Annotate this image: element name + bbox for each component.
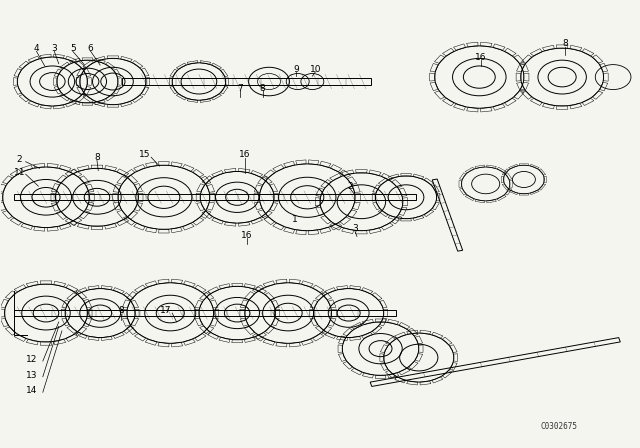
- Text: 14: 14: [26, 387, 38, 396]
- Text: 9: 9: [294, 65, 300, 74]
- Text: 4: 4: [34, 43, 39, 52]
- Text: C0302675: C0302675: [540, 422, 577, 431]
- Text: 5: 5: [70, 43, 76, 52]
- Text: 12: 12: [26, 355, 38, 364]
- Text: 16: 16: [475, 52, 486, 61]
- Text: 13: 13: [26, 371, 38, 380]
- Text: 15: 15: [139, 151, 150, 159]
- Text: 16: 16: [239, 151, 250, 159]
- Text: 3: 3: [352, 224, 358, 233]
- Text: 2: 2: [348, 181, 353, 191]
- Text: 8: 8: [260, 84, 266, 93]
- Text: 3: 3: [51, 43, 57, 52]
- Text: 10: 10: [310, 65, 321, 74]
- Text: 6: 6: [88, 43, 93, 52]
- Text: 2: 2: [17, 155, 22, 164]
- Text: 17: 17: [160, 306, 172, 315]
- Text: 11: 11: [13, 168, 25, 177]
- Text: 8: 8: [118, 306, 124, 315]
- Text: 1: 1: [292, 215, 298, 224]
- Text: 8: 8: [563, 39, 568, 48]
- Text: 8: 8: [94, 153, 100, 162]
- Text: 16: 16: [241, 231, 252, 240]
- Text: 7: 7: [237, 84, 243, 93]
